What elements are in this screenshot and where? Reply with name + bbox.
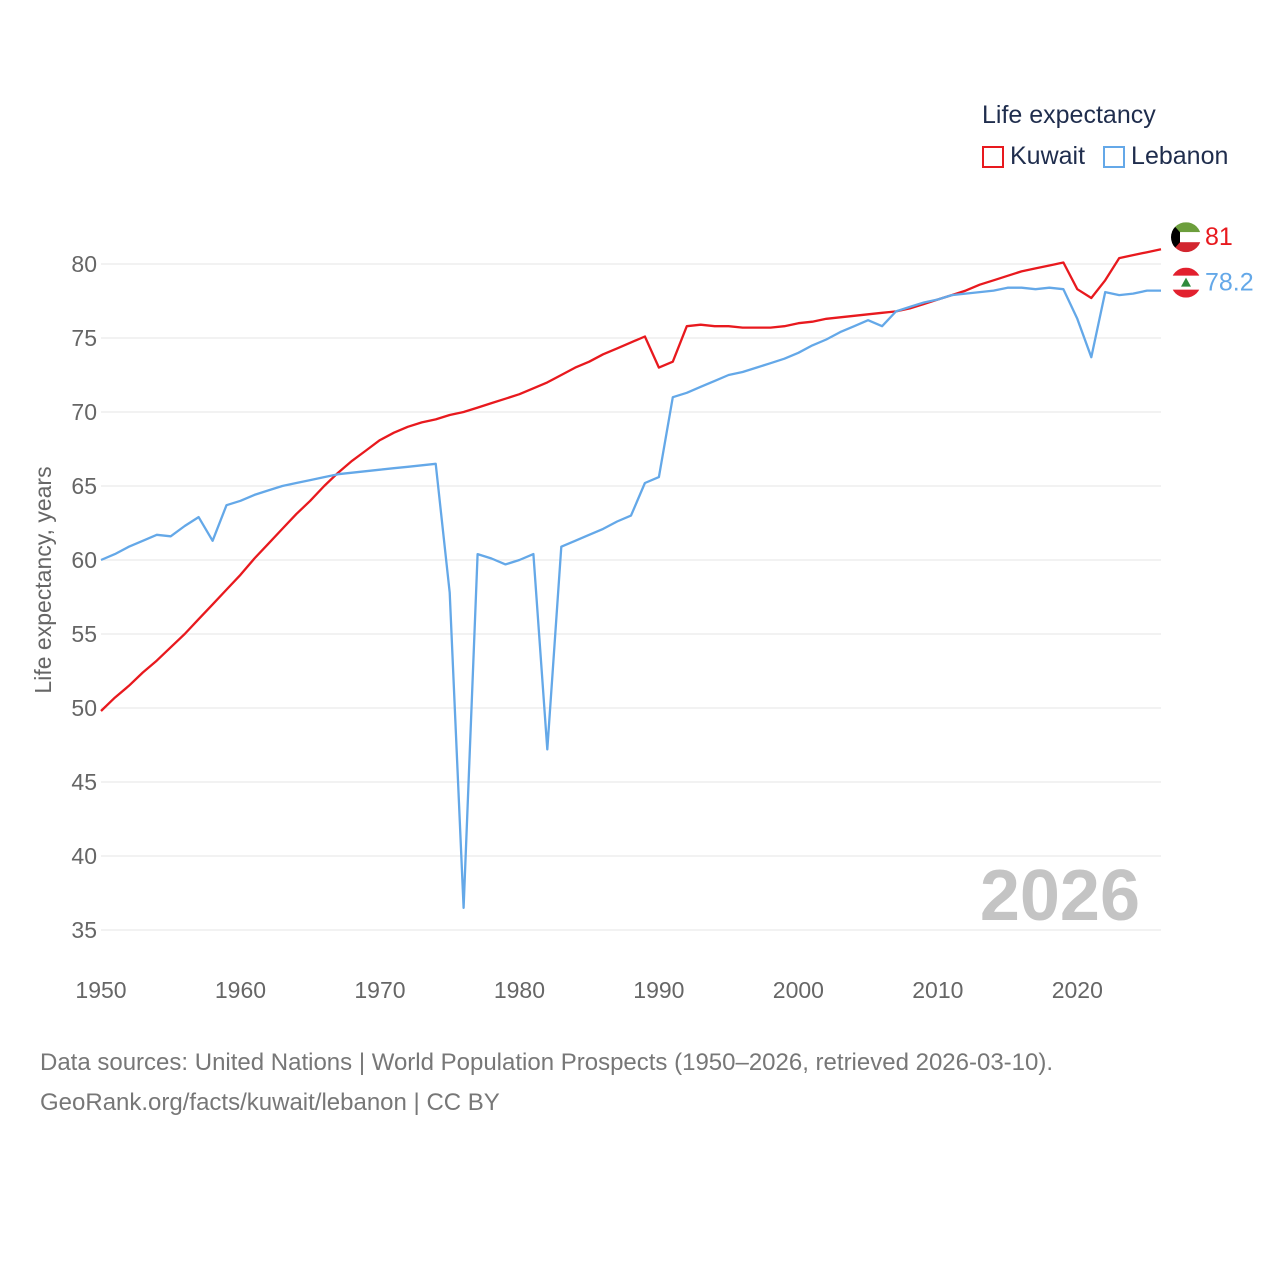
y-tick-label-35: 35 [71, 917, 97, 943]
x-tick-label-1960: 1960 [215, 977, 266, 1003]
legend-label-lebanon: Lebanon [1131, 142, 1229, 170]
legend-swatch-lebanon [1103, 145, 1126, 168]
grid [101, 263, 1161, 931]
y-tick-label-45: 45 [71, 769, 97, 795]
legend-item-lebanon[interactable]: Lebanon [1103, 142, 1228, 171]
end-markers: 81 78.2 [1171, 222, 1254, 298]
legend-title: Life expectancy [982, 101, 1156, 129]
series-group [100, 248, 1162, 909]
x-tick-label-2010: 2010 [912, 977, 963, 1003]
kuwait-flag-icon [1171, 222, 1201, 253]
footer-credit[interactable]: GeoRank.org/facts/kuwait/lebanon | CC BY [40, 1089, 500, 1116]
x-tick-label-1950: 1950 [75, 977, 126, 1003]
x-tick-label-2000: 2000 [773, 977, 824, 1003]
legend-item-kuwait[interactable]: Kuwait [982, 142, 1085, 171]
y-tick-label-75: 75 [71, 325, 97, 351]
y-tick-label-55: 55 [71, 621, 97, 647]
x-tick-label-1980: 1980 [494, 977, 545, 1003]
lebanon-flag-icon [1171, 267, 1201, 298]
end-label-lebanon: 78.2 [1205, 269, 1254, 297]
year-watermark: 2026 [980, 856, 1140, 936]
end-label-kuwait: 81 [1205, 223, 1233, 251]
series-line-kuwait [100, 248, 1162, 712]
y-tick-label-80: 80 [71, 251, 97, 277]
y-tick-label-70: 70 [71, 399, 97, 425]
footer: Data sources: United Nations | World Pop… [40, 1043, 1053, 1123]
legend-swatch-kuwait [982, 145, 1004, 168]
line-chart: 35 40 45 50 55 60 65 70 75 80 1950 1960 1970 1980 199… [30, 222, 1254, 1003]
footer-sources: Data sources: United Nations | World Pop… [40, 1049, 1054, 1076]
y-tick-label-60: 60 [71, 547, 97, 573]
legend: Kuwait Lebanon [982, 142, 1246, 171]
y-tick-label-65: 65 [71, 473, 97, 499]
x-tick-label-1970: 1970 [354, 977, 405, 1003]
legend-label-kuwait: Kuwait [1010, 142, 1086, 170]
y-tick-label-50: 50 [71, 695, 97, 721]
series-line-lebanon [100, 286, 1161, 909]
x-tick-label-1990: 1990 [633, 977, 684, 1003]
x-tick-label-2020: 2020 [1052, 977, 1103, 1003]
y-axis-label: Life expectancy, years [30, 466, 56, 693]
x-tick-labels: 1950 1960 1970 1980 1990 2000 2010 2020 [75, 977, 1102, 1003]
y-tick-labels: 35 40 45 50 55 60 65 70 75 80 [71, 251, 97, 943]
y-tick-label-40: 40 [71, 843, 97, 869]
